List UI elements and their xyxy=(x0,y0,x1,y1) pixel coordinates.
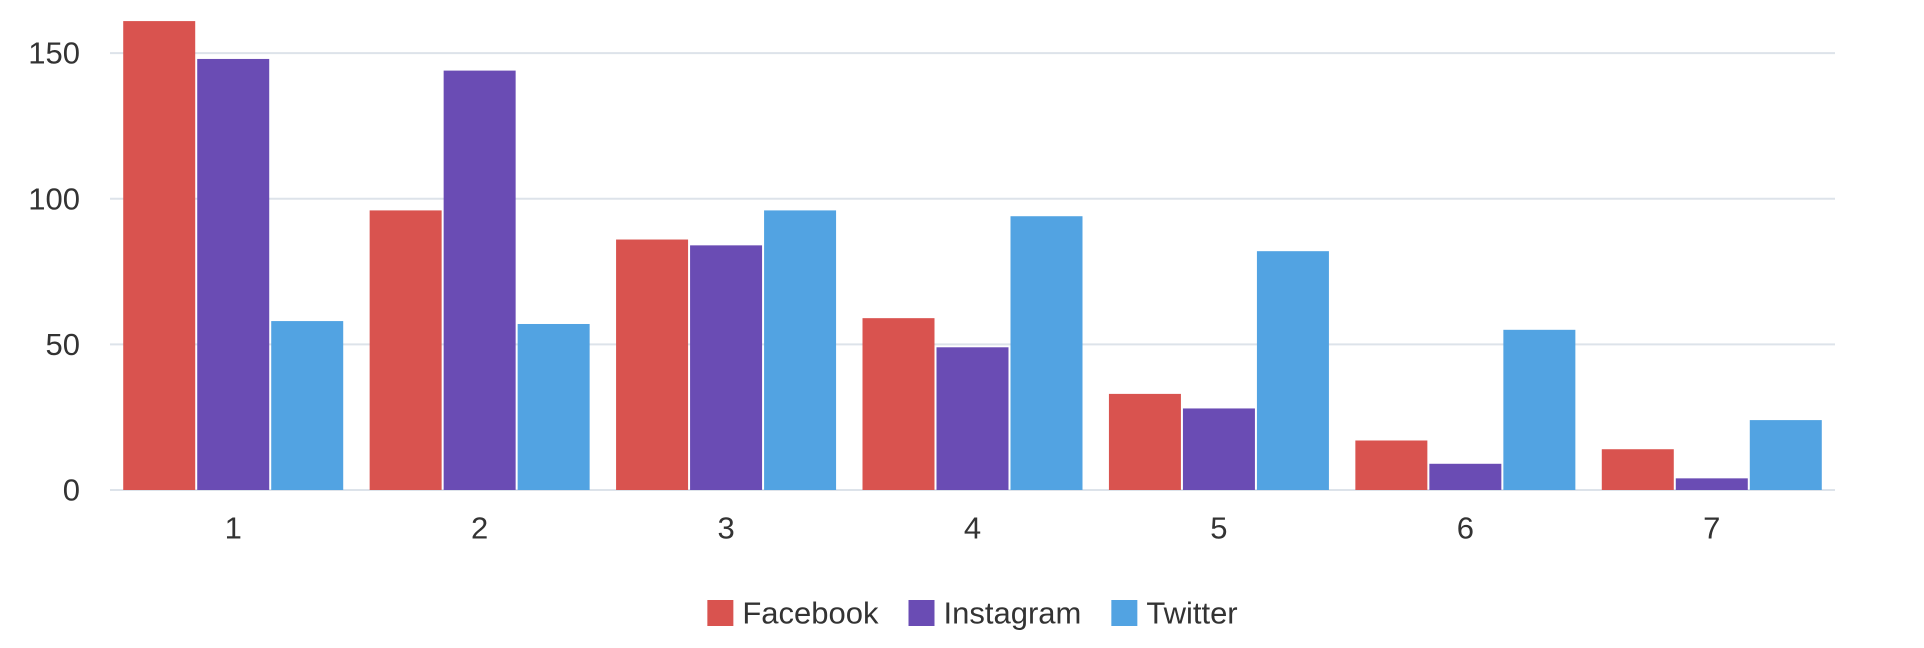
legend-swatch xyxy=(908,600,935,626)
legend-label: Facebook xyxy=(742,596,879,631)
bars xyxy=(123,21,1822,491)
bar-twitter-5 xyxy=(1256,251,1329,490)
y-tick-label: 50 xyxy=(46,327,80,362)
bar-twitter-1 xyxy=(271,321,344,490)
bar-instagram-3 xyxy=(690,245,763,490)
legend-swatch xyxy=(707,600,734,626)
bar-twitter-3 xyxy=(764,210,837,490)
y-axis: 0 50 100 150 xyxy=(28,36,80,508)
bar-twitter-4 xyxy=(1010,216,1083,490)
bar-instagram-2 xyxy=(443,70,516,490)
x-axis: 1 2 3 4 5 6 7 xyxy=(225,511,1721,546)
bar-twitter-7 xyxy=(1749,420,1822,490)
legend-label: Instagram xyxy=(944,596,1082,631)
y-tick-label: 100 xyxy=(28,181,80,216)
x-tick-label: 3 xyxy=(717,511,734,546)
x-tick-label: 1 xyxy=(225,511,242,546)
bar-instagram-6 xyxy=(1429,463,1502,490)
bar-facebook-7 xyxy=(1601,449,1674,490)
bar-instagram-5 xyxy=(1182,408,1255,490)
legend-label: Twitter xyxy=(1146,596,1237,631)
bar-instagram-1 xyxy=(197,58,270,490)
x-tick-label: 6 xyxy=(1457,511,1474,546)
bar-facebook-4 xyxy=(862,318,935,490)
bar-twitter-6 xyxy=(1503,329,1576,490)
y-tick-label: 150 xyxy=(28,36,80,71)
x-tick-label: 2 xyxy=(471,511,488,546)
legend-item-twitter[interactable]: Twitter xyxy=(1111,596,1238,631)
bar-instagram-4 xyxy=(936,347,1009,490)
x-tick-label: 7 xyxy=(1703,511,1720,546)
bar-facebook-2 xyxy=(369,210,442,490)
legend-item-facebook[interactable]: Facebook xyxy=(707,596,879,631)
x-tick-label: 5 xyxy=(1210,511,1227,546)
bar-twitter-2 xyxy=(517,323,590,490)
legend-swatch xyxy=(1111,600,1138,626)
bar-facebook-5 xyxy=(1108,393,1181,490)
bar-facebook-1 xyxy=(123,21,196,491)
bar-facebook-3 xyxy=(616,239,689,490)
legend: Facebook Instagram Twitter xyxy=(707,596,1238,631)
y-tick-label: 0 xyxy=(63,473,80,508)
bar-facebook-6 xyxy=(1355,440,1428,490)
legend-item-instagram[interactable]: Instagram xyxy=(908,596,1082,631)
bar-instagram-7 xyxy=(1675,478,1748,490)
x-tick-label: 4 xyxy=(964,511,981,546)
